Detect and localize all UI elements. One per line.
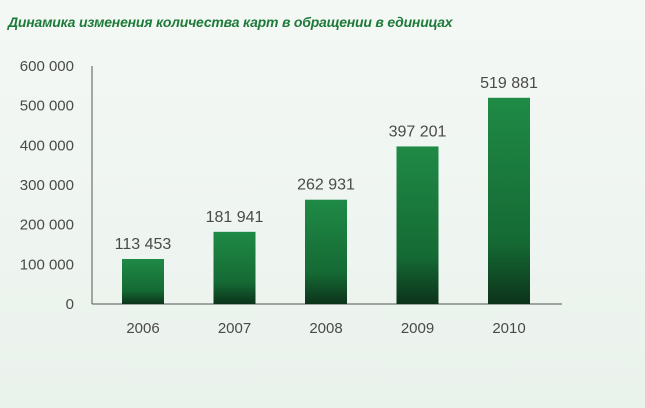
data-labels: 113 453 181 941 262 931 397 201 519 881 (115, 75, 538, 253)
data-label: 262 931 (297, 177, 355, 194)
chart-title: Динамика изменения количества карт в обр… (8, 14, 453, 30)
bar (305, 199, 347, 304)
x-tick-label: 2007 (218, 320, 251, 337)
y-tick-label: 200 000 (20, 217, 74, 234)
y-tick-label: 100 000 (20, 256, 74, 273)
bar (213, 231, 256, 304)
x-tick-label: 2009 (401, 320, 434, 337)
x-tick-label: 2006 (126, 320, 159, 337)
bar (396, 146, 439, 304)
bar (122, 258, 164, 304)
data-label: 113 453 (115, 236, 172, 253)
bars (122, 97, 530, 304)
y-axis-ticks: 0 100 000 200 000 300 000 400 000 500 000 600 … (20, 58, 74, 313)
y-tick-label: 0 (66, 296, 74, 313)
data-label: 519 881 (480, 75, 538, 92)
data-label: 397 201 (389, 123, 447, 140)
y-tick-label: 400 000 (20, 137, 74, 154)
x-axis-labels: 2006 2007 2008 2009 2010 (126, 320, 525, 337)
y-tick-label: 300 000 (20, 177, 74, 194)
y-tick-label: 600 000 (20, 58, 74, 75)
x-tick-label: 2008 (309, 320, 342, 337)
y-tick-label: 500 000 (20, 98, 74, 115)
data-label: 181 941 (206, 209, 264, 226)
x-tick-label: 2010 (492, 320, 525, 337)
bar (488, 97, 530, 304)
